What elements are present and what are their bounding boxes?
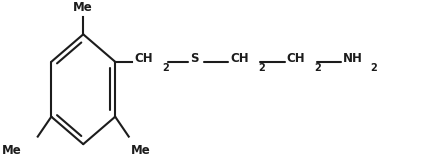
Text: 2: 2 xyxy=(258,63,265,73)
Text: Me: Me xyxy=(2,144,21,157)
Text: CH: CH xyxy=(286,51,305,65)
Text: NH: NH xyxy=(343,51,363,65)
Text: CH: CH xyxy=(231,51,249,65)
Text: Me: Me xyxy=(131,144,151,157)
Text: 2: 2 xyxy=(162,63,169,73)
Text: Me: Me xyxy=(73,1,93,14)
Text: 2: 2 xyxy=(315,63,321,73)
Text: S: S xyxy=(190,51,198,65)
Text: CH: CH xyxy=(135,51,153,65)
Text: 2: 2 xyxy=(371,63,377,73)
